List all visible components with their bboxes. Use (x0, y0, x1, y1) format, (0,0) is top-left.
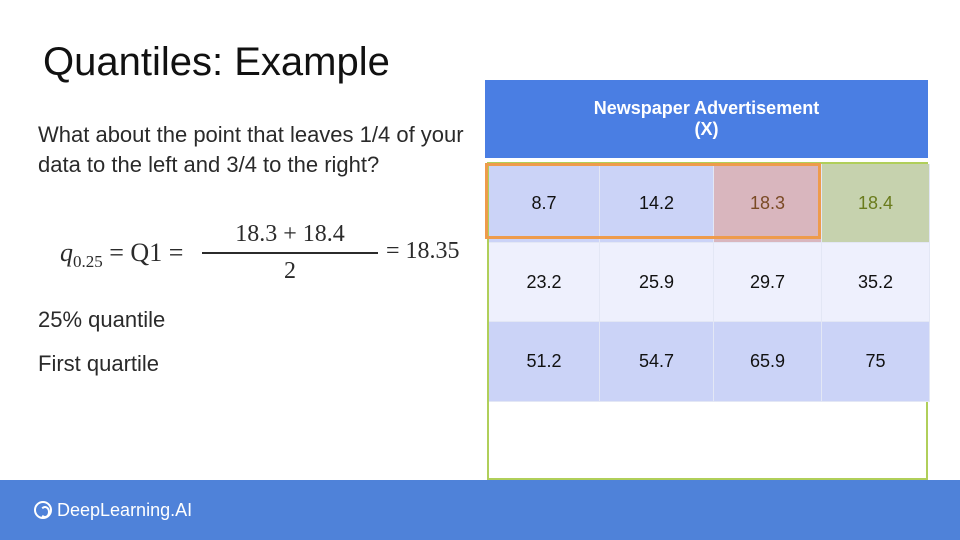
table-cell: 14.2 (600, 164, 714, 243)
deeplearning-logo-icon (34, 501, 52, 519)
formula-subscript: 0.25 (73, 252, 103, 272)
brand-logo: DeepLearning.AI (34, 500, 192, 521)
table-header-variable: (X) (694, 119, 719, 139)
table-cell: 29.7 (714, 243, 822, 322)
brand-name: DeepLearning.AI (57, 499, 193, 520)
formula-lhs-rest: = Q1 = (102, 238, 184, 267)
fraction-bar (202, 252, 378, 254)
table-header-title: Newspaper Advertisement (593, 98, 820, 118)
footer-bar: DeepLearning.AI (0, 480, 960, 540)
table-grid: 8.7 14.2 18.3 18.4 23.2 25.9 29.7 35.2 5… (487, 162, 930, 480)
table-cell-highlight-right: 18.4 (822, 164, 930, 243)
note-quartile: First quartile (38, 351, 160, 376)
table-cell: 23.2 (489, 243, 600, 322)
table-header: Newspaper Advertisement (X) (485, 80, 928, 158)
slide-title: Quantiles: Example (43, 40, 390, 84)
formula-result: = 18.35 (386, 238, 460, 264)
formula-var: q (60, 238, 73, 267)
formula-fraction: 18.3 + 18.4 2 (202, 218, 378, 286)
question-text: What about the point that leaves 1/4 of … (38, 122, 464, 177)
table-cell: 25.9 (600, 243, 714, 322)
table-cell: 75 (822, 322, 930, 402)
table-cell: 35.2 (822, 243, 930, 322)
formula-lhs: q0.25 = Q1 = (60, 238, 183, 272)
formula-denominator: 2 (284, 257, 296, 284)
formula-numerator: 18.3 + 18.4 (235, 221, 345, 247)
table-cell: 54.7 (600, 322, 714, 402)
table-cell: 8.7 (489, 164, 600, 243)
table-cell: 65.9 (714, 322, 822, 402)
data-table: Newspaper Advertisement (X) 8.7 14.2 18.… (485, 80, 930, 480)
table-cell: 51.2 (489, 322, 600, 402)
note-quantile: 25% quantile (38, 307, 166, 332)
table-cell-highlight-left: 18.3 (714, 164, 822, 243)
